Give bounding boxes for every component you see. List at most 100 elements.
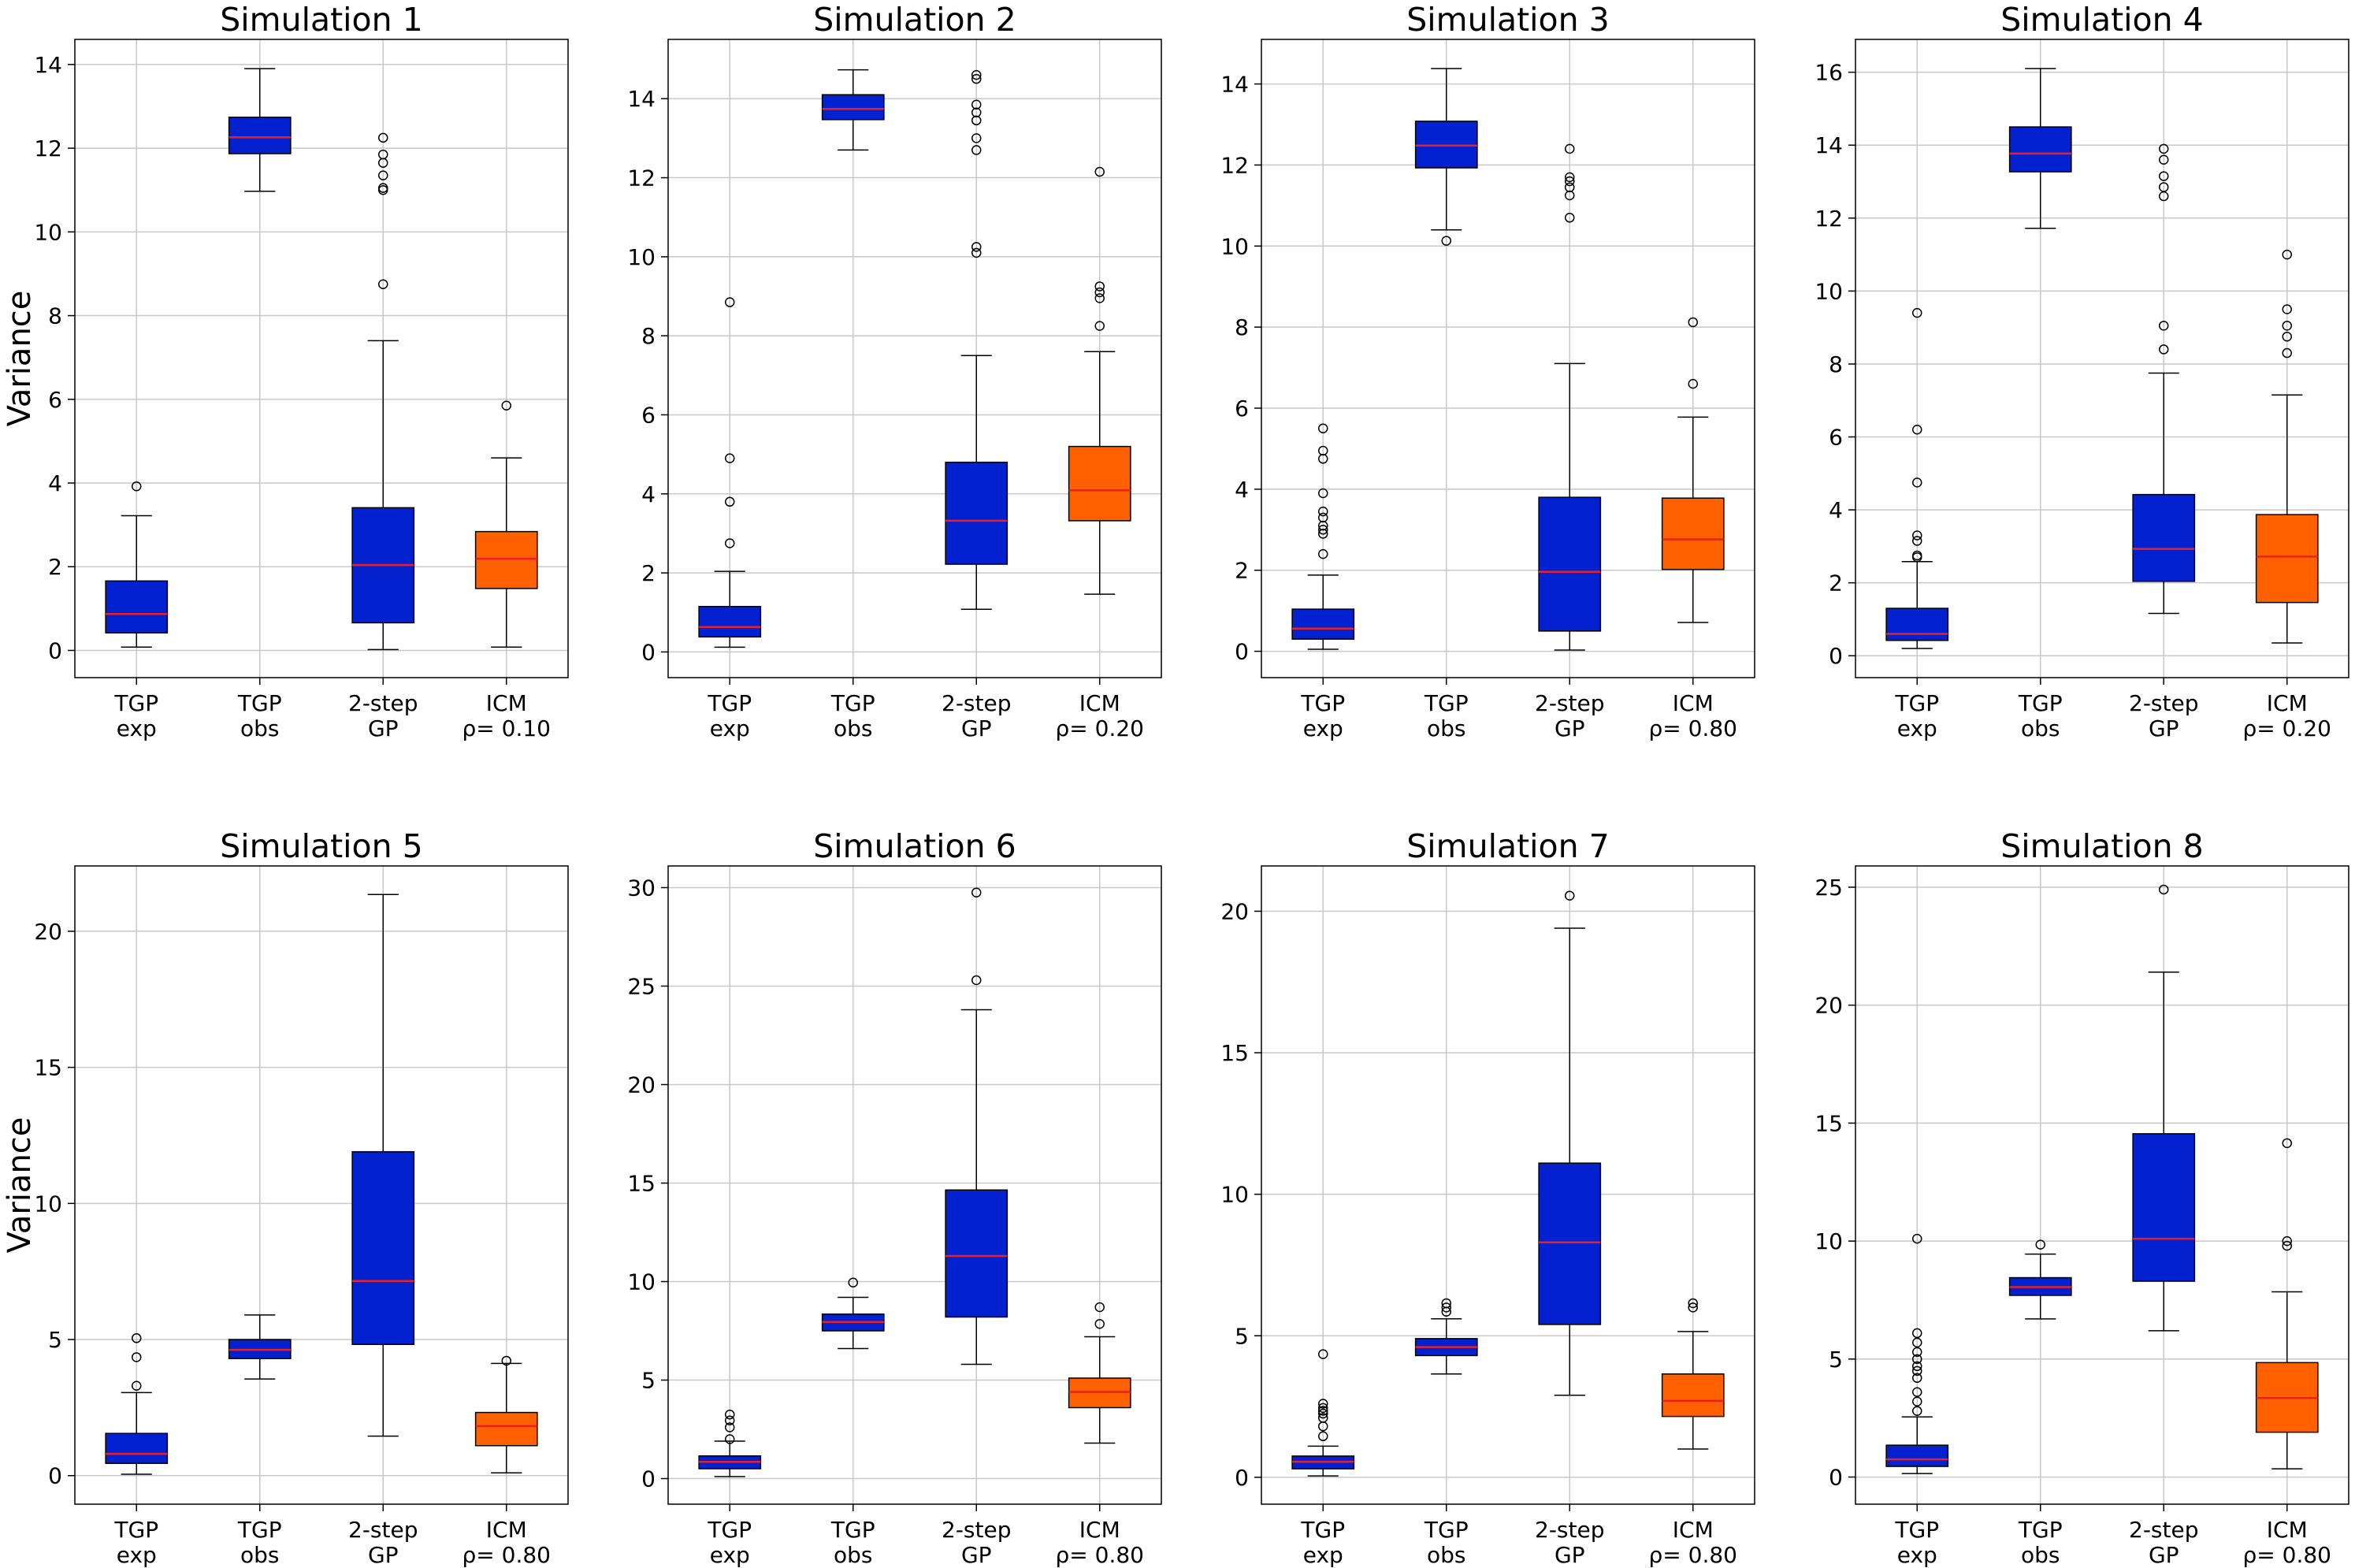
outlier-point (2159, 182, 2169, 192)
x-tick-label: 2-step (2129, 690, 2198, 716)
x-tick-label-line2: ρ= 0.80 (1649, 1542, 1737, 1568)
y-tick-label: 12 (627, 165, 656, 191)
outlier-point (1912, 1373, 1922, 1384)
outlier-point (1565, 143, 1575, 154)
y-tick-label: 14 (34, 52, 62, 78)
outlier-point (1565, 890, 1575, 901)
chart-title: Simulation 8 (2000, 827, 2204, 865)
iqr-box (1661, 1373, 1725, 1418)
box-1 (1291, 423, 1355, 650)
box-3 (945, 69, 1008, 610)
box-2 (821, 1277, 885, 1350)
plot-area (668, 866, 1161, 1504)
outlier-point (971, 247, 982, 258)
x-tick-label-line2: obs (240, 1542, 280, 1568)
box-4 (474, 1355, 538, 1474)
x-tick-label: ICM (486, 1517, 527, 1543)
box-2 (228, 1314, 292, 1380)
outlier-point (378, 170, 388, 180)
outlier-point (1318, 512, 1328, 523)
outlier-point (1912, 307, 1922, 318)
box-4 (1661, 1298, 1725, 1450)
outlier-point (971, 107, 982, 118)
x-tick-label: 2-step (2129, 1517, 2198, 1543)
outlier-point (971, 887, 982, 897)
iqr-box (474, 530, 538, 589)
box-3 (351, 132, 415, 651)
outlier-point (2282, 1240, 2292, 1251)
chart-title: Simulation 6 (813, 827, 1016, 865)
outlier-point (1912, 1361, 1922, 1372)
box-2 (2008, 1239, 2072, 1320)
y-tick-label: 4 (1829, 497, 1843, 523)
outlier-point (132, 481, 142, 492)
box-2 (821, 69, 885, 151)
box-3 (351, 894, 415, 1437)
outlier-point (1094, 281, 1105, 292)
outlier-point (1565, 182, 1575, 192)
outlier-point (971, 99, 982, 110)
y-tick-label: 0 (641, 1466, 656, 1492)
iqr-box (1885, 608, 1949, 641)
y-tick-label: 10 (34, 219, 62, 245)
y-tick-label: 14 (1815, 132, 1843, 158)
box-1 (1885, 1233, 1949, 1474)
outlier-point (1565, 213, 1575, 223)
x-tick-label-line2: exp (1303, 715, 1343, 741)
x-tick-label-line2: GP (2149, 1542, 2179, 1568)
chart-title: Simulation 2 (813, 1, 1016, 39)
y-axis-label: Variance (2, 291, 38, 427)
outlier-point (378, 279, 388, 289)
outlier-point (1094, 1302, 1105, 1313)
x-tick-label: TGP (1424, 1517, 1469, 1543)
outlier-point (2282, 321, 2292, 331)
y-tick-label: 12 (1815, 206, 1843, 232)
iqr-box (945, 1189, 1008, 1318)
iqr-box (1538, 1162, 1602, 1325)
iqr-box (1068, 445, 1131, 522)
y-tick-label: 6 (1235, 396, 1249, 422)
y-tick-label: 10 (1220, 233, 1249, 259)
outlier-point (378, 132, 388, 143)
x-tick-label: TGP (1424, 690, 1469, 716)
x-tick-label-line2: GP (368, 715, 399, 741)
y-tick-label: 14 (627, 86, 656, 112)
x-tick-label: TGP (1894, 690, 1939, 716)
y-tick-label: 20 (1220, 898, 1249, 924)
y-tick-label: 4 (641, 481, 656, 507)
outlier-point (378, 149, 388, 160)
iqr-box (945, 461, 1008, 565)
outlier-point (1318, 488, 1328, 499)
y-tick-label: 10 (1815, 1228, 1843, 1254)
y-tick-label: 0 (48, 1463, 62, 1489)
plot-frame (1261, 865, 1755, 1505)
box-4 (1068, 166, 1131, 595)
x-tick-label-line2: GP (1555, 715, 1585, 741)
iqr-box (1291, 608, 1355, 640)
outlier-point (1565, 176, 1575, 187)
plot-area (668, 39, 1161, 678)
y-tick-label: 6 (641, 402, 656, 428)
outlier-point (971, 115, 982, 126)
box-4 (1661, 317, 1725, 623)
box-1 (698, 1410, 762, 1477)
x-tick-label-line2: GP (1555, 1542, 1585, 1568)
plot-frame (667, 865, 1162, 1505)
x-tick-label-line2: exp (1303, 1542, 1343, 1568)
outlier-point (2159, 154, 2169, 165)
iqr-box (1885, 1444, 1949, 1467)
outlier-point (725, 453, 735, 463)
outlier-point (2282, 1235, 2292, 1247)
y-tick-label: 0 (1235, 1465, 1249, 1491)
y-tick-label: 5 (1829, 1347, 1843, 1373)
box-3 (1538, 890, 1602, 1396)
y-tick-label: 8 (641, 323, 656, 349)
x-tick-label: TGP (830, 1517, 875, 1543)
box-3 (945, 887, 1008, 1365)
chart-title: Simulation 4 (2000, 1, 2204, 39)
plot-frame (1855, 39, 2349, 678)
plot-frame (667, 39, 1162, 678)
outlier-point (2282, 347, 2292, 359)
